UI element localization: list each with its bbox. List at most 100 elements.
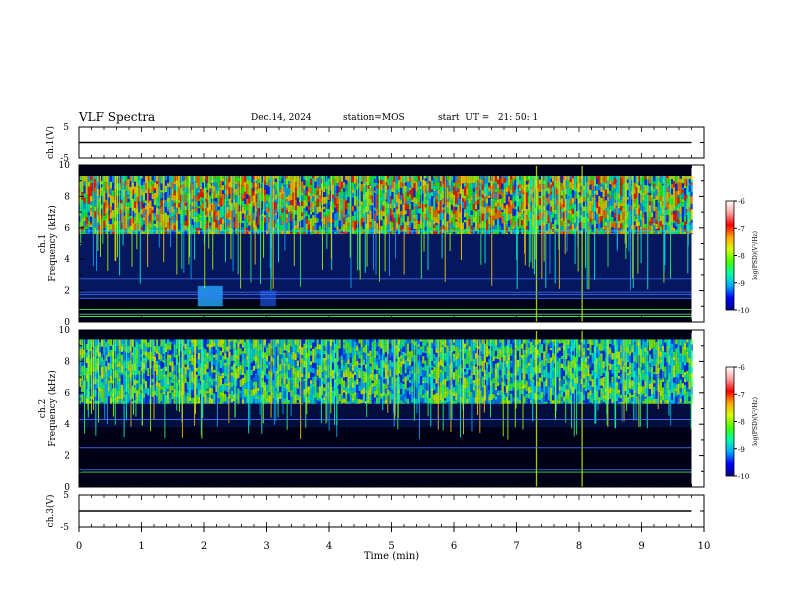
spectrum-cell <box>109 368 112 376</box>
spectrum-cell <box>171 392 174 400</box>
spectrum-cell <box>107 386 110 392</box>
spectrum-cell <box>338 204 341 211</box>
spectrum-cell <box>516 191 519 196</box>
spectrum-cell <box>123 182 126 190</box>
spectrum-cell <box>151 184 154 192</box>
spectrum-cell <box>400 188 403 196</box>
spectrum-cell <box>85 201 88 208</box>
spectrum-cell <box>272 392 275 399</box>
spectrum-cell <box>266 216 269 224</box>
spectrum-cell <box>307 221 310 225</box>
spectrum-cell <box>626 231 629 235</box>
spectrum-cell <box>585 206 588 214</box>
spectrum-cell <box>213 214 216 222</box>
spectrum-cell <box>129 232 132 235</box>
spectrum-cell <box>633 225 636 230</box>
spectrum-cell <box>497 203 500 206</box>
spectrum-cell <box>442 179 445 184</box>
spectrum-cell <box>90 196 93 202</box>
spectrum-cell <box>151 223 154 230</box>
spectrum-cell <box>98 219 101 224</box>
spectrum-cell <box>600 197 603 204</box>
spectrum-cell <box>101 190 104 197</box>
spectrum-cell <box>365 210 368 213</box>
spectrum-cell <box>569 214 572 222</box>
spectrum-cell <box>230 200 233 204</box>
spectrum-cell <box>519 216 522 223</box>
spectrum-cell <box>563 187 566 193</box>
spectrum-cell <box>151 365 154 371</box>
spectrum-cell <box>197 366 200 371</box>
spectrum-cell <box>501 212 504 217</box>
spectrum-cell <box>382 219 385 225</box>
spectrum-cell <box>105 360 108 367</box>
spectrum-cell <box>413 221 416 225</box>
spectrum-cell <box>536 199 539 207</box>
spectrum-cell <box>323 230 326 235</box>
spectrum-cell <box>160 371 163 377</box>
spectrum-cell <box>472 188 475 192</box>
spectrum-cell <box>140 354 143 357</box>
spectrum-cell <box>239 343 242 349</box>
spectrum-cell <box>158 346 161 353</box>
spectrum-cell <box>204 344 207 350</box>
spectrum-cell <box>343 175 346 183</box>
spectrum-cell <box>219 218 222 225</box>
station-label: station=MOS <box>343 113 405 123</box>
spectrum-cell <box>668 226 671 232</box>
spectrum-cell <box>96 372 99 379</box>
spectrum-cell <box>360 223 363 227</box>
spectrum-cell <box>497 187 500 192</box>
spectrum-cell <box>371 175 374 182</box>
spectrum-cell <box>233 339 236 344</box>
spectrum-cell <box>219 359 222 366</box>
spectrum-cell <box>433 210 436 218</box>
spectrum-cell <box>589 211 592 219</box>
spectrum-cell <box>120 384 123 393</box>
spectrum-cell <box>257 193 260 198</box>
spectrum-cell <box>120 195 123 200</box>
spectrum-cell <box>598 196 601 200</box>
spectrum-cell <box>288 223 291 231</box>
spectrum-cell <box>158 368 161 375</box>
spectrum-cell <box>164 175 167 181</box>
spectrum-cell <box>501 209 504 213</box>
spectrum-cell <box>281 183 284 186</box>
spectrum-cell <box>475 187 478 190</box>
spectrum-cell <box>367 191 370 198</box>
spectrum-cell <box>182 350 185 354</box>
spectrum-cell <box>211 360 214 366</box>
spectrum-cell <box>257 339 260 347</box>
spectrum-cell <box>178 218 181 225</box>
spectrum-cell <box>611 182 614 187</box>
spectrum-cell <box>486 189 489 197</box>
spectrum-cell <box>301 175 304 182</box>
spectrum-cell <box>345 217 348 222</box>
spectrum-cell <box>263 215 266 218</box>
spectrum-cell <box>167 345 170 350</box>
spectrum-cell <box>235 399 238 404</box>
spectrum-cell <box>310 232 313 235</box>
spectrum-cell <box>107 208 110 211</box>
spectrum-cell <box>655 226 658 230</box>
spectrum-cell <box>208 233 211 235</box>
spectrum-cell <box>626 204 629 212</box>
spectrum-cell <box>136 383 139 391</box>
spectrum-cell <box>197 190 200 193</box>
spectrum-cell <box>118 396 121 400</box>
spectrum-cell <box>512 185 515 193</box>
spectrum-cell <box>153 371 156 379</box>
spectrum-cell <box>492 182 495 185</box>
spectrum-cell <box>345 180 348 185</box>
spectrum-cell <box>266 347 269 356</box>
spectrum-cell <box>516 206 519 213</box>
spectrum-cell <box>85 381 88 390</box>
spectrum-cell <box>261 187 264 194</box>
spectrum-cell <box>211 372 214 379</box>
spectrum-cell <box>180 397 183 404</box>
spectrum-cell <box>312 193 315 197</box>
spectrum-cell <box>98 182 101 185</box>
spectrum-cell <box>257 183 260 189</box>
spectrum-cell <box>516 188 519 192</box>
spectrum-cell <box>156 214 159 221</box>
